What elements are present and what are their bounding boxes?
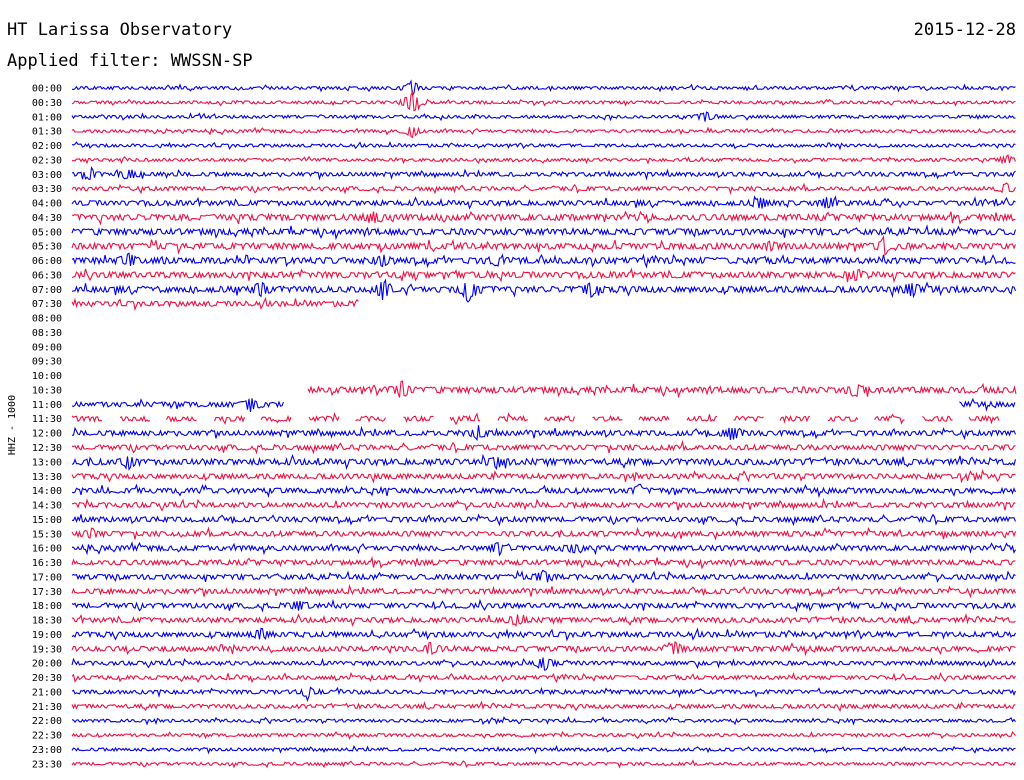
- trace-row-29-seg-25: [71, 497, 1016, 512]
- row-label-2130: 21:30: [32, 702, 62, 713]
- station-title: HT Larissa Observatory: [7, 20, 233, 40]
- trace-row-8-seg-8: [71, 195, 1016, 210]
- trace-row-2-seg-2: [71, 111, 1016, 122]
- trace-row-24-seg-20: [72, 425, 1017, 442]
- trace-row-4-seg-4: [71, 140, 1016, 151]
- row-label-0800: 08:00: [32, 314, 62, 325]
- trace-row-9-seg-9: [71, 210, 1016, 226]
- row-label-2300: 23:00: [32, 745, 62, 756]
- trace-row-21-seg-16: [307, 380, 1017, 399]
- trace-row-27-seg-23: [71, 468, 1016, 484]
- row-label-1930: 19:30: [32, 644, 62, 655]
- trace-row-37-seg-33: [71, 613, 1016, 627]
- row-label-1800: 18:00: [32, 601, 62, 612]
- trace-row-14-seg-14: [71, 278, 1017, 303]
- trace-row-12-seg-12: [71, 252, 1016, 269]
- trace-row-5-seg-5: [71, 154, 1017, 165]
- trace-row-40-seg-36: [71, 657, 1016, 671]
- trace-row-7-seg-7: [71, 182, 1016, 196]
- trace-row-3-seg-3: [71, 126, 1016, 139]
- trace-row-41-seg-37: [71, 671, 1016, 684]
- row-label-1700: 17:00: [32, 572, 62, 583]
- row-label-1630: 16:30: [32, 558, 62, 569]
- applied-filter-label: Applied filter: WWSSN-SP: [7, 51, 253, 71]
- row-label-0500: 05:00: [32, 227, 62, 238]
- row-label-2200: 22:00: [32, 716, 62, 727]
- trace-row-1-seg-1: [71, 90, 1016, 112]
- row-label-0730: 07:30: [32, 299, 62, 310]
- trace-row-42-seg-38: [71, 686, 1017, 703]
- trace-row-35-seg-31: [71, 583, 1017, 599]
- row-label-2100: 21:00: [32, 687, 62, 698]
- row-label-2230: 22:30: [32, 731, 62, 742]
- row-label-0530: 05:30: [32, 242, 62, 253]
- trace-row-22-seg-18: [959, 397, 1016, 412]
- trace-row-25-seg-21: [71, 439, 1016, 455]
- plot-date: 2015-12-28: [913, 20, 1016, 40]
- trace-row-45-seg-41: [71, 731, 1016, 740]
- row-label-1830: 18:30: [32, 616, 62, 627]
- row-label-0400: 04:00: [32, 199, 62, 210]
- row-label-1500: 15:00: [32, 515, 62, 526]
- trace-row-26-seg-22: [71, 453, 1017, 471]
- row-label-0630: 06:30: [32, 270, 62, 281]
- row-label-0830: 08:30: [32, 328, 62, 339]
- row-label-0130: 01:30: [32, 127, 62, 138]
- trace-row-46-seg-42: [71, 744, 1016, 755]
- row-label-1430: 14:30: [32, 501, 62, 512]
- trace-row-30-seg-26: [71, 513, 1017, 527]
- trace-row-44-seg-40: [71, 715, 1016, 726]
- trace-row-11-seg-11: [71, 235, 1017, 256]
- row-label-1000: 10:00: [32, 371, 62, 382]
- trace-row-39-seg-35: [71, 641, 1016, 657]
- y-axis-label: HHZ - 1000: [7, 395, 18, 455]
- trace-row-6-seg-6: [71, 166, 1016, 181]
- row-label-1530: 15:30: [32, 529, 62, 540]
- trace-row-34-seg-30: [71, 569, 1016, 584]
- trace-row-10-seg-10: [71, 224, 1017, 241]
- row-label-0930: 09:30: [32, 357, 62, 368]
- row-label-0430: 04:30: [32, 213, 62, 224]
- row-label-1030: 10:30: [32, 385, 62, 396]
- row-label-1330: 13:30: [32, 472, 62, 483]
- row-label-0900: 09:00: [32, 342, 62, 353]
- row-label-1130: 11:30: [32, 414, 62, 425]
- trace-row-38-seg-34: [71, 627, 1016, 642]
- row-label-1400: 14:00: [32, 486, 62, 497]
- trace-row-22-seg-17: [71, 398, 285, 413]
- row-label-1230: 12:30: [32, 443, 62, 454]
- row-label-1730: 17:30: [32, 587, 62, 598]
- row-label-0200: 02:00: [32, 141, 62, 152]
- trace-row-23-seg-19: [71, 412, 1000, 426]
- row-label-1900: 19:00: [32, 630, 62, 641]
- trace-row-36-seg-32: [71, 598, 1017, 613]
- trace-row-32-seg-28: [71, 540, 1016, 557]
- row-label-0700: 07:00: [32, 285, 62, 296]
- row-label-1100: 11:00: [32, 400, 62, 411]
- row-label-1600: 16:00: [32, 544, 62, 555]
- trace-row-33-seg-29: [71, 555, 1016, 570]
- row-label-1200: 12:00: [32, 429, 62, 440]
- row-label-2000: 20:00: [32, 659, 62, 670]
- row-label-0230: 02:30: [32, 155, 62, 166]
- trace-row-0-seg-0: [71, 79, 1016, 97]
- trace-row-13-seg-13: [71, 267, 1016, 284]
- row-label-0600: 06:00: [32, 256, 62, 267]
- trace-row-28-seg-24: [71, 483, 1017, 499]
- trace-row-43-seg-39: [71, 700, 1016, 713]
- row-label-1300: 13:00: [32, 457, 62, 468]
- trace-row-47-seg-43: [71, 759, 1016, 769]
- row-label-0330: 03:30: [32, 184, 62, 195]
- trace-row-15-seg-15: [71, 296, 359, 312]
- row-label-0000: 00:00: [32, 84, 62, 95]
- row-label-2330: 23:30: [32, 759, 62, 770]
- row-label-0030: 00:30: [32, 98, 62, 109]
- row-label-0300: 03:00: [32, 170, 62, 181]
- row-label-0100: 01:00: [32, 112, 62, 123]
- trace-row-31-seg-27: [71, 526, 1017, 541]
- row-label-2030: 20:30: [32, 673, 62, 684]
